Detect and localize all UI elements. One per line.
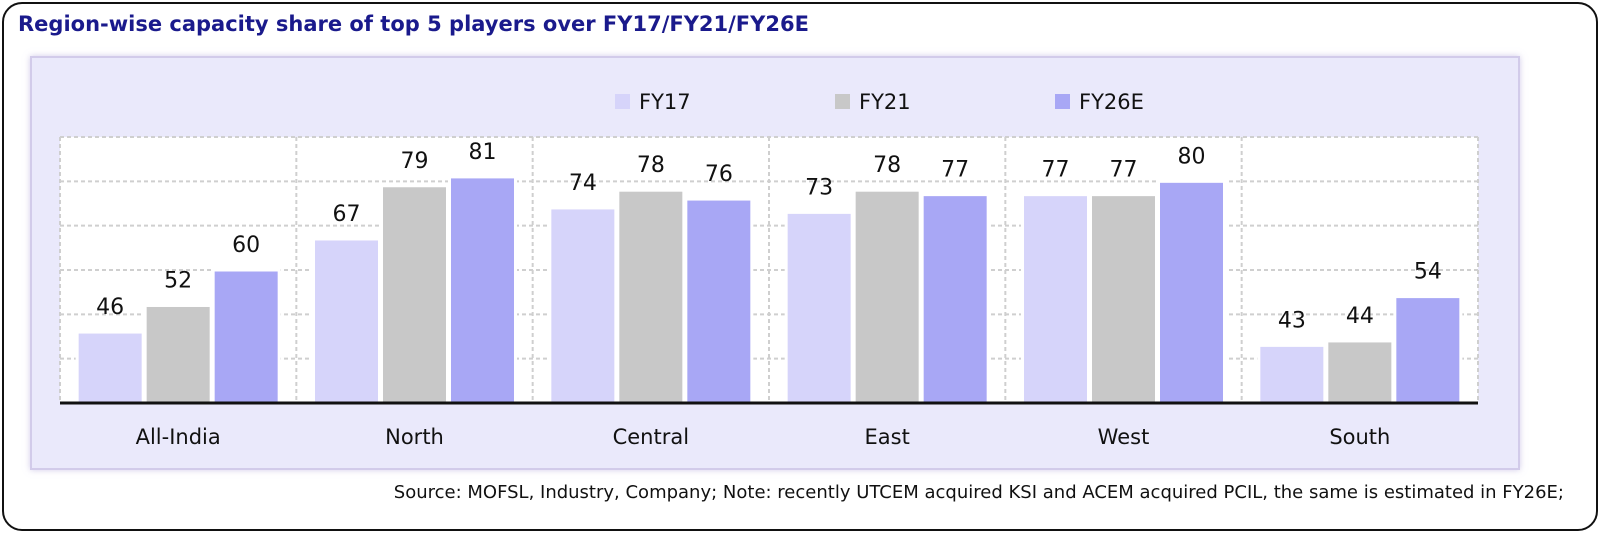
data-label: 76	[705, 162, 733, 187]
legend-label-fy17: FY17	[639, 90, 691, 114]
bar-fy17-all-india	[75, 330, 145, 405]
data-label: 81	[469, 140, 497, 165]
data-label: 67	[333, 202, 361, 227]
data-label: 74	[569, 171, 597, 196]
legend-swatch-fy17	[615, 94, 630, 109]
data-label: 43	[1278, 308, 1306, 333]
legend-swatch-fy21	[835, 94, 850, 109]
x-tick-label: Central	[613, 425, 689, 449]
bar-fy17-east	[784, 210, 854, 405]
bar-fy17-south	[1257, 343, 1327, 405]
bar-fy17-central	[548, 206, 618, 405]
data-label: 77	[1042, 158, 1070, 183]
data-label: 77	[941, 158, 969, 183]
data-label: 54	[1414, 260, 1442, 285]
x-tick-label: North	[385, 425, 444, 449]
data-label: 44	[1346, 304, 1374, 329]
bar-fy26e-all-india	[211, 268, 281, 405]
x-tick-label: West	[1098, 425, 1150, 449]
source-note: Source: MOFSL, Industry, Company; Note: …	[393, 482, 1564, 503]
bar-fy26e-north	[448, 175, 517, 405]
data-label: 60	[232, 233, 260, 258]
data-label: 78	[637, 153, 665, 178]
data-label: 52	[164, 268, 192, 293]
bar-fy17-west	[1021, 193, 1090, 405]
legend-swatch-fy26e	[1055, 94, 1070, 109]
data-label: 46	[96, 295, 124, 320]
legend-label-fy21: FY21	[859, 90, 911, 114]
legend-label-fy26e: FY26E	[1079, 90, 1144, 114]
bar-fy21-south	[1325, 339, 1395, 405]
bar-fy26e-south	[1393, 295, 1463, 405]
bar-fy26e-central	[684, 197, 754, 405]
x-tick-label: South	[1329, 425, 1390, 449]
bar-fy26e-west	[1157, 179, 1226, 405]
data-label: 79	[401, 149, 429, 174]
chart-title: Region-wise capacity share of top 5 play…	[18, 12, 809, 36]
bar-fy21-central	[616, 188, 686, 405]
bar-fy21-all-india	[143, 303, 213, 405]
x-tick-label: All-India	[136, 425, 221, 449]
data-label: 78	[873, 153, 901, 178]
bar-fy17-north	[312, 237, 381, 405]
bar-fy21-north	[380, 184, 449, 405]
bar-fy21-east	[852, 188, 922, 405]
data-label: 80	[1178, 144, 1206, 169]
data-label: 77	[1110, 158, 1138, 183]
bar-fy21-west	[1089, 193, 1158, 405]
x-tick-label: East	[865, 425, 910, 449]
bar-fy26e-east	[920, 193, 990, 405]
data-label: 73	[805, 175, 833, 200]
